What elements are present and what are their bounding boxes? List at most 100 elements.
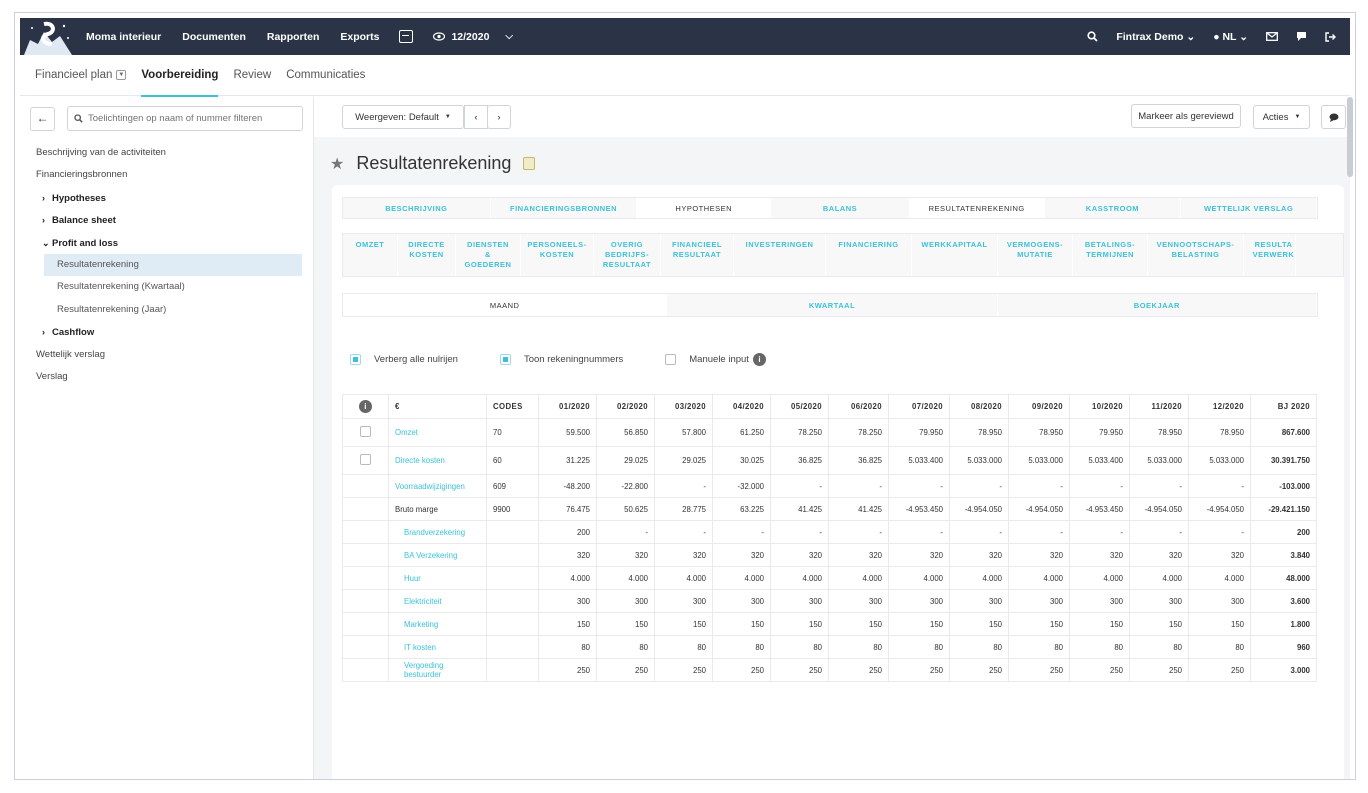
- row-account-name[interactable]: Voorraadwijzigingen: [388, 474, 487, 498]
- company-selector[interactable]: Fintrax Demo ⌄: [1116, 31, 1195, 43]
- row-value: 300: [654, 589, 713, 613]
- info-icon[interactable]: i: [752, 353, 766, 366]
- back-button[interactable]: ←: [30, 107, 55, 131]
- subtab-resultaatverwerking[interactable]: RESULTA VERWERK: [1244, 234, 1296, 276]
- tab-communicaties[interactable]: Communicaties: [286, 55, 365, 96]
- row-value: 79.950: [888, 418, 950, 447]
- subtab-vermogensmutatie[interactable]: VERMOGENS-MUTATIE: [998, 234, 1073, 276]
- tab-balans[interactable]: BALANS: [771, 198, 910, 218]
- nav-rapporten[interactable]: Rapporten: [266, 30, 320, 43]
- actions-dropdown[interactable]: Acties ▼: [1253, 105, 1310, 129]
- row-account-name[interactable]: Directe kosten: [388, 446, 487, 475]
- tab-beschrijving[interactable]: BESCHRIJVING: [343, 198, 491, 218]
- chevron-down-icon[interactable]: ⌵: [505, 31, 514, 42]
- show-accounts-label: Toon rekeningnummers: [523, 354, 624, 365]
- filter-input[interactable]: [88, 113, 288, 124]
- manual-input-checkbox[interactable]: [665, 354, 677, 365]
- sidebar-item-beschrijving[interactable]: Beschrijving van de activiteiten: [36, 147, 166, 158]
- sidebar-item-profit-and-loss[interactable]: ⌄ Profit and loss: [20, 232, 314, 254]
- subtab-personeelskosten[interactable]: PERSONEELS-KOSTEN: [521, 234, 594, 276]
- subtab-financiering[interactable]: FINANCIERING: [826, 234, 912, 276]
- sidebar-item-cashflow[interactable]: › Cashflow: [20, 321, 314, 343]
- row-value: 80: [888, 635, 950, 659]
- period-selector[interactable]: 12/2020: [433, 31, 489, 43]
- tab-financieel-plan[interactable]: Financieel plan ▼: [35, 55, 127, 96]
- sidebar-item-verslag[interactable]: Verslag: [36, 370, 68, 382]
- subtab-omzet[interactable]: OMZET: [343, 234, 398, 276]
- row-value: 80: [712, 635, 771, 659]
- row-account-name[interactable]: Vergoeding bestuurder: [388, 658, 487, 682]
- note-icon[interactable]: [523, 157, 536, 170]
- row-account-name[interactable]: Marketing: [388, 612, 487, 636]
- sidebar-item-wettelijk-verslag[interactable]: Wettelijk verslag: [36, 348, 105, 360]
- mail-icon[interactable]: [1266, 32, 1278, 41]
- row-value: 4.000: [949, 566, 1009, 590]
- row-checkbox[interactable]: [360, 454, 371, 465]
- row-account-name[interactable]: BA Verzekering: [388, 543, 487, 567]
- nav-exports[interactable]: Exports: [340, 30, 380, 43]
- tab-financieringsbronnen[interactable]: FINANCIERINGSBRONNEN: [491, 198, 638, 218]
- sidebar: ← Beschrijving van de activiteiten Finan…: [20, 97, 314, 779]
- row-total: 867.600: [1250, 418, 1317, 447]
- caret-down-icon[interactable]: ▼: [116, 70, 127, 80]
- row-account-name[interactable]: Brandverzekering: [388, 520, 487, 544]
- nav-company[interactable]: Moma interieur: [86, 30, 162, 43]
- tab-boekjaar[interactable]: BOEKJAAR: [998, 294, 1317, 316]
- row-account-name[interactable]: Elektriciteit: [388, 589, 487, 613]
- nav-documenten[interactable]: Documenten: [182, 30, 246, 43]
- subtab-werkkapitaal[interactable]: WERKKAPITAAL: [912, 234, 998, 276]
- subtab-directe-kosten[interactable]: DIRECTE KOSTEN: [398, 234, 456, 276]
- show-accounts-checkbox[interactable]: [499, 354, 511, 365]
- subtab-overig-bedrijfsresultaat[interactable]: OVERIG BEDRIJFS-RESULTAAT: [594, 234, 661, 276]
- mark-reviewed-button[interactable]: Markeer als gereviewd: [1131, 104, 1241, 128]
- hide-zero-checkbox[interactable]: [350, 354, 361, 365]
- sidebar-item-financieringsbronnen[interactable]: Financieringsbronnen: [36, 169, 128, 181]
- subtab-diensten-goederen[interactable]: DIENSTEN & GOEDEREN: [456, 234, 521, 276]
- row-value: -: [828, 520, 889, 544]
- subtab-financieel-resultaat[interactable]: FINANCIEEL RESULTAAT: [661, 234, 734, 276]
- tab-maand[interactable]: MAAND: [343, 294, 668, 316]
- comments-button[interactable]: [1321, 105, 1346, 129]
- subtab-vennootschapsbelasting[interactable]: VENNOOTSCHAPS-BELASTING: [1148, 234, 1244, 276]
- sidebar-item-hypotheses[interactable]: › Hypotheses: [20, 187, 314, 209]
- row-code: [486, 635, 539, 659]
- sidebar-item-balance-sheet[interactable]: › Balance sheet: [20, 209, 314, 231]
- subtab-investeringen[interactable]: INVESTERINGEN: [734, 234, 826, 276]
- sidebar-item-resultatenrekening-kwartaal[interactable]: Resultatenrekening (Kwartaal): [57, 281, 185, 293]
- language-selector[interactable]: ● NL ⌄: [1213, 31, 1248, 43]
- sidebar-item-resultatenrekening[interactable]: Resultatenrekening: [44, 253, 302, 277]
- tab-kwartaal[interactable]: KWARTAAL: [667, 294, 998, 316]
- info-icon[interactable]: i: [359, 400, 372, 413]
- row-checkbox[interactable]: [360, 426, 371, 437]
- row-account-name[interactable]: Omzet: [388, 418, 487, 447]
- row-value: -: [949, 520, 1009, 544]
- subtab-betalingstermijnen[interactable]: BETALINGS-TERMIJNEN: [1073, 234, 1148, 276]
- row-value: 150: [1008, 612, 1070, 636]
- view-dropdown[interactable]: Weergeven: Default ▼: [342, 105, 464, 129]
- chat-icon[interactable]: [1296, 31, 1307, 42]
- sub-tabs: OMZET DIRECTE KOSTEN DIENSTEN & GOEDEREN…: [342, 233, 1344, 277]
- main-content: Weergeven: Default ▼ ‹ › Markeer als ger…: [314, 97, 1350, 779]
- app-logo[interactable]: [20, 18, 76, 55]
- row-value: 4.000: [770, 566, 829, 590]
- star-icon[interactable]: ★: [330, 155, 345, 173]
- row-value: 300: [596, 589, 655, 613]
- row-account-name[interactable]: IT kosten: [388, 635, 487, 659]
- tab-hypothesen[interactable]: HYPOTHESEN: [637, 198, 772, 218]
- tab-review[interactable]: Review: [233, 55, 271, 96]
- prev-button[interactable]: ‹: [464, 105, 488, 129]
- logout-icon[interactable]: [1325, 31, 1336, 42]
- calculator-icon[interactable]: [399, 30, 414, 43]
- tab-resultatenrekening[interactable]: RESULTATENREKENING: [909, 198, 1045, 218]
- sidebar-filter[interactable]: [67, 106, 303, 131]
- nav-right: Fintrax Demo ⌄ ● NL ⌄: [1069, 31, 1350, 43]
- tab-wettelijk-verslag[interactable]: WETTELIJK VERSLAG: [1181, 198, 1317, 218]
- sidebar-item-resultatenrekening-jaar[interactable]: Resultatenrekening (Jaar): [57, 303, 167, 315]
- row-account-name[interactable]: Huur: [388, 566, 487, 590]
- row-total: 1.800: [1250, 612, 1317, 636]
- tab-kasstroom[interactable]: KASSTROOM: [1045, 198, 1182, 218]
- scrollbar[interactable]: [1347, 97, 1353, 177]
- tab-voorbereiding[interactable]: Voorbereiding: [141, 55, 219, 97]
- next-button[interactable]: ›: [487, 105, 511, 129]
- search-icon[interactable]: [1087, 31, 1098, 42]
